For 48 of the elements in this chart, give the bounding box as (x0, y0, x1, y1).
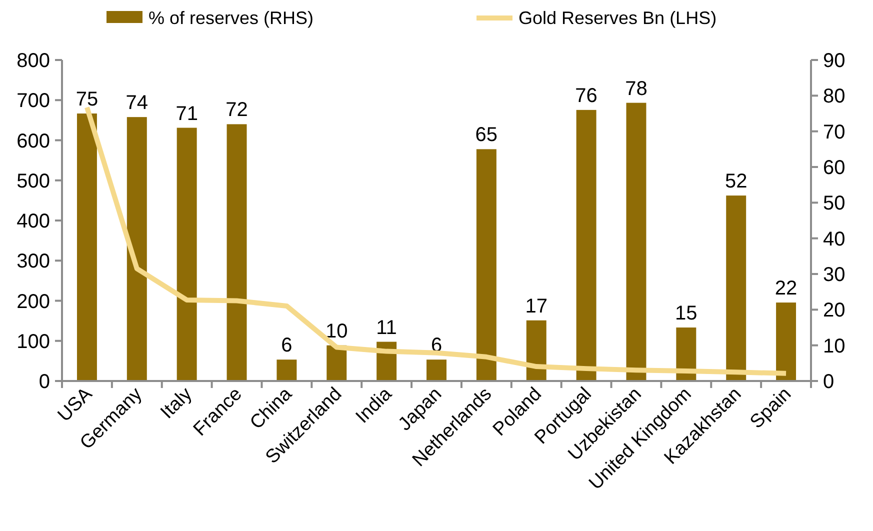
y2-tick-label: 70 (823, 121, 846, 144)
y2-tick-label: 40 (823, 228, 846, 250)
data-label: 71 (176, 102, 198, 125)
data-label: 11 (376, 316, 397, 339)
y2-tick-label: 80 (823, 86, 846, 108)
y2-tick-label: 0 (823, 371, 834, 393)
bar (176, 128, 197, 381)
data-label: 76 (575, 84, 598, 107)
y-tick-label: 300 (16, 250, 50, 273)
y2-tick-label: 50 (823, 192, 846, 215)
data-label: 52 (724, 170, 748, 193)
y2-tick-label: 10 (823, 335, 846, 358)
data-label: 74 (126, 92, 148, 114)
data-label: 17 (525, 295, 548, 318)
data-label: 75 (76, 88, 98, 110)
y-tick-label: 400 (16, 210, 50, 232)
y2-tick-label: 60 (823, 157, 846, 179)
bar (126, 117, 147, 381)
bar (526, 320, 546, 381)
y2-tick-label: 30 (823, 264, 846, 286)
y-tick-label: 100 (16, 330, 50, 353)
bar (626, 102, 646, 381)
legend-label: % of reserves (RHS) (148, 8, 314, 28)
x-tick-label: Italy (156, 383, 197, 424)
data-label: 72 (226, 99, 248, 122)
bar (776, 302, 796, 381)
legend-label: Gold Reserves Bn (LHS) (518, 8, 717, 28)
data-label: 65 (475, 124, 498, 146)
y2-tick-label: 20 (823, 300, 846, 322)
y-tick-label: 500 (16, 170, 50, 192)
bar (276, 360, 297, 381)
bar (426, 360, 446, 381)
bar (476, 149, 496, 381)
data-label: 22 (774, 278, 798, 300)
bar (226, 124, 247, 381)
bar (576, 110, 596, 381)
y-tick-label: 200 (16, 290, 50, 313)
y-tick-label: 700 (16, 90, 50, 112)
bar (76, 114, 97, 381)
data-label: 78 (625, 78, 648, 100)
y-tick-label: 600 (16, 130, 50, 152)
data-label: 10 (326, 320, 348, 342)
y-tick-label: 800 (16, 50, 50, 72)
data-label: 15 (675, 302, 698, 324)
data-label: 6 (281, 334, 292, 357)
bar (726, 196, 746, 381)
y-tick-label: 0 (38, 371, 50, 393)
y2-tick-label: 90 (823, 50, 846, 72)
